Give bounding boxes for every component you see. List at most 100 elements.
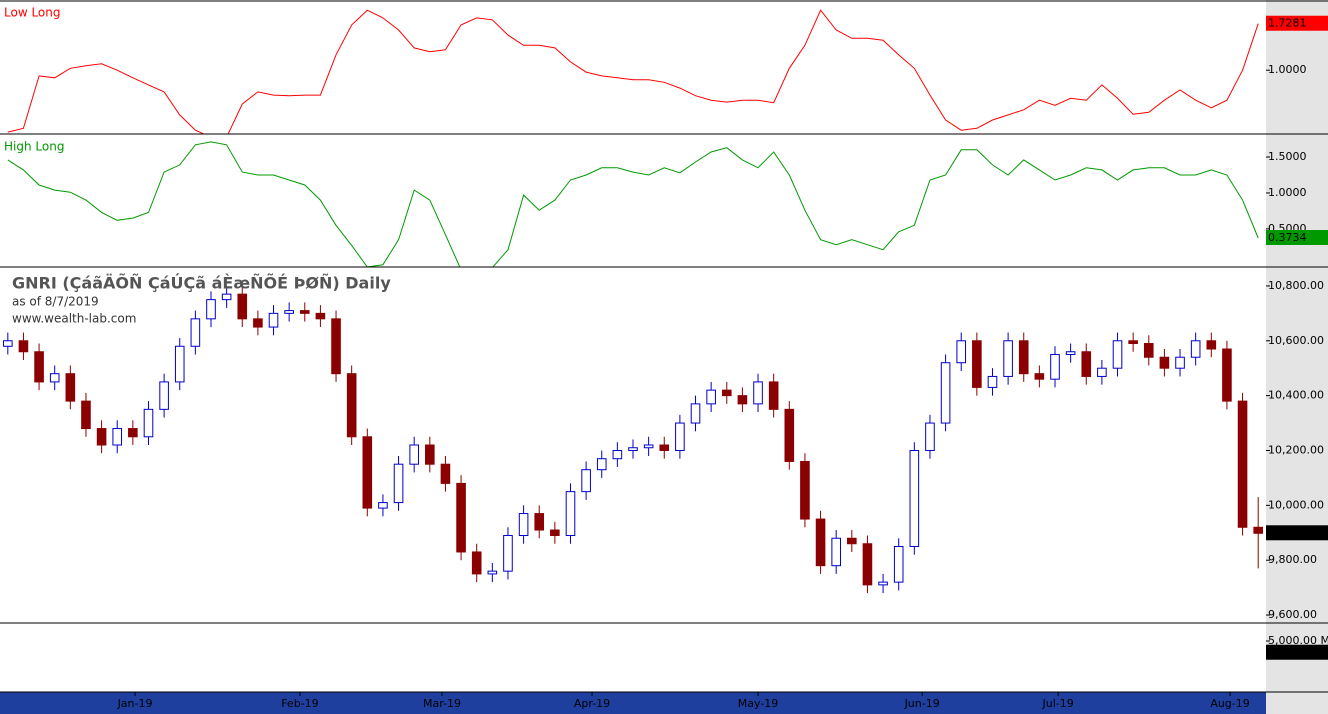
candle-body: [878, 581, 888, 586]
candle-body: [1034, 373, 1045, 380]
candle-body: [987, 375, 998, 388]
candle-body: [1003, 340, 1013, 377]
candle-body: [581, 469, 591, 493]
candle-body: [346, 373, 357, 438]
candle-body: [1175, 356, 1185, 369]
candle-body: [565, 491, 576, 537]
x-tick-label: Feb-19: [281, 697, 318, 710]
candle-body: [1065, 351, 1076, 355]
candle-body: [1097, 367, 1107, 377]
x-tick-label: Apr-19: [574, 697, 610, 710]
candle-body: [643, 444, 654, 449]
y-tick-label: 10,800.00: [1268, 279, 1324, 292]
y-tick-label: 5,000.00 M: [1268, 634, 1328, 647]
panel: [7, 141, 1259, 267]
candle-body: [737, 395, 748, 405]
last-value-label: 3,851.13 M: [1268, 646, 1328, 659]
x-tick-label: Jan-19: [117, 697, 153, 710]
axis-corner: [1266, 692, 1328, 714]
chart-title: GNRI (ÇáãÄÕÑ ÇáÚÇã áÈæÑÕÉ ÞØÑ) Daily: [12, 274, 391, 293]
candle-body: [284, 310, 294, 314]
candle-body: [1222, 348, 1232, 402]
date-axis-bar: [0, 692, 1328, 714]
candle-body: [96, 428, 107, 446]
candle-body: [534, 513, 545, 531]
candle-body: [206, 299, 216, 320]
candle-body: [706, 389, 716, 405]
last-value-box: [1266, 229, 1328, 245]
x-tick-label: Aug-19: [1210, 697, 1249, 710]
candle-body: [690, 403, 701, 424]
candle-body: [1050, 353, 1060, 380]
candle-body: [143, 408, 154, 438]
candle-body: [862, 543, 873, 586]
y-tick-label: 1.0000: [1268, 186, 1307, 199]
candle-body: [112, 428, 123, 446]
candle-body: [1128, 340, 1138, 345]
last-value-label: 9,898.10: [1268, 526, 1317, 539]
candle-body: [956, 340, 967, 364]
candle-body: [331, 318, 341, 375]
panel: [7, 9, 1259, 134]
line: [7, 9, 1259, 134]
candle-body: [1253, 526, 1263, 534]
candle-body: [800, 460, 810, 520]
candle-body: [1143, 343, 1154, 358]
candle-body: [487, 570, 498, 575]
candle-body: [721, 389, 732, 397]
candle-body: [159, 381, 169, 410]
y-tick-label: 1.0000: [1268, 63, 1307, 76]
x-tick-label: Jul-19: [1042, 697, 1074, 710]
y-tick-label: 10,400.00: [1268, 389, 1324, 402]
candle-body: [49, 373, 60, 383]
candle-body: [362, 436, 373, 509]
candle-body: [831, 537, 841, 567]
last-value-box: [1266, 525, 1328, 541]
candle-body: [596, 458, 607, 471]
last-value-box: [1266, 15, 1328, 31]
candle-body: [940, 362, 951, 424]
candle-body: [299, 310, 310, 314]
line: [7, 141, 1259, 267]
source: www.wealth-lab.com: [12, 312, 136, 326]
candle-body: [753, 381, 763, 405]
candle-body: [784, 408, 795, 462]
candle-body: [972, 340, 982, 388]
candle-body: [518, 513, 529, 537]
candle-body: [1206, 340, 1217, 350]
candle-body: [221, 293, 232, 301]
candle-body: [925, 422, 935, 451]
y-tick-label: 1.5000: [1268, 150, 1307, 163]
candle-body: [1081, 351, 1092, 377]
candle-body: [190, 318, 201, 347]
candle-body: [65, 373, 76, 402]
candle-body: [1112, 340, 1123, 369]
x-tick-label: Jun-19: [904, 697, 940, 710]
last-value-label: 1.7281: [1268, 17, 1307, 30]
candle-body: [1018, 340, 1029, 375]
candle-body: [18, 340, 29, 353]
candle-body: [675, 422, 685, 451]
candle-body: [659, 444, 670, 451]
price-axis-area: [1266, 0, 1328, 692]
candle-body: [81, 400, 91, 430]
candle-body: [174, 345, 185, 383]
candle-body: [893, 545, 904, 583]
x-tick-label: Mar-19: [423, 697, 461, 710]
candle-body: [315, 312, 326, 320]
candle-body: [1159, 356, 1170, 369]
candle-body: [253, 318, 263, 328]
last-value-label: 0.3734: [1268, 231, 1307, 244]
candle-body: [425, 444, 435, 465]
candle-body: [847, 537, 857, 545]
candle-body: [237, 293, 248, 320]
x-tick-label: May-19: [738, 697, 779, 710]
candle-body: [440, 463, 451, 484]
candle-body: [378, 502, 388, 509]
panel-title: Low Long: [4, 6, 60, 20]
candle-body: [1237, 400, 1248, 528]
chart-subtitle: as of 8/7/2019: [12, 295, 99, 309]
